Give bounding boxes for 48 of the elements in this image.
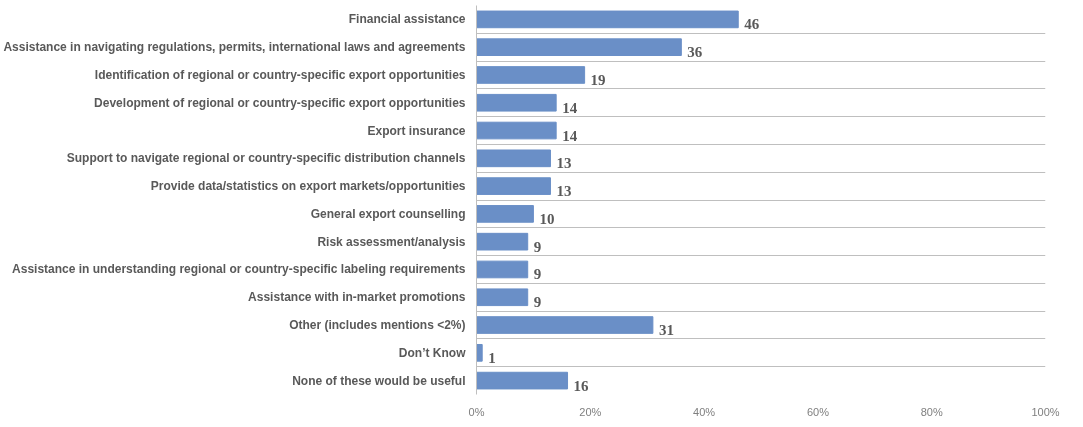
y-tick-label: Assistance with in-market promotions [248, 290, 466, 305]
x-tick-label: 0% [468, 405, 485, 418]
bar [476, 260, 529, 279]
data-label: 9 [533, 266, 542, 283]
y-tick-label: None of these would be useful [292, 373, 466, 388]
y-tick-label: Risk assessment/analysis [317, 234, 466, 249]
data-label: 14 [562, 99, 578, 116]
bar [476, 93, 557, 112]
bar [476, 232, 529, 251]
y-tick-label: Development of regional or country-specific export opportunities [94, 95, 466, 110]
data-label: 1 [488, 349, 496, 366]
x-tick-label: 80% [920, 405, 943, 418]
y-tick-label: Support to navigate regional or country-specific distribution channels [66, 151, 466, 166]
bar [476, 121, 557, 140]
data-label: 46 [744, 16, 760, 33]
y-tick-label: General export counselling [310, 206, 466, 221]
x-tick-label: 100% [1031, 405, 1060, 418]
data-label: 19 [590, 71, 606, 88]
bar [476, 177, 551, 195]
y-tick-label: Assistance in navigating regulations, permits, international laws and agreements [3, 40, 466, 55]
data-label: 14 [562, 127, 578, 144]
y-tick-label: Assistance in understanding regional or country-specific labeling requirements [12, 262, 466, 277]
data-label: 13 [556, 155, 572, 172]
bar [476, 149, 551, 168]
data-label: 13 [556, 183, 572, 200]
bar [476, 371, 569, 390]
bar [476, 38, 682, 57]
bar [476, 10, 739, 29]
data-label: 9 [533, 294, 542, 311]
data-label: 16 [573, 377, 590, 394]
y-tick-label: Identification of regional or country-specific export opportunities [94, 67, 466, 82]
bar [476, 66, 586, 84]
data-label: 36 [687, 44, 703, 61]
x-tick-label: 20% [579, 405, 602, 418]
data-label: 10 [539, 210, 555, 227]
y-tick-label: Other (includes mentions <2%) [289, 318, 466, 333]
y-tick-label: Financial assistance [348, 12, 466, 27]
y-tick-label: Provide data/statistics on export markets/opportunities [150, 179, 466, 194]
bar [476, 288, 529, 307]
data-label: 9 [533, 238, 542, 255]
bar [476, 343, 483, 362]
bar [476, 316, 654, 334]
y-tick-label: Export insurance [367, 123, 466, 138]
data-label: 31 [658, 322, 674, 339]
x-tick-label: 60% [806, 405, 830, 418]
x-tick-label: 40% [693, 405, 716, 418]
bar [476, 205, 534, 223]
y-tick-label: Don’t Know [398, 345, 467, 360]
